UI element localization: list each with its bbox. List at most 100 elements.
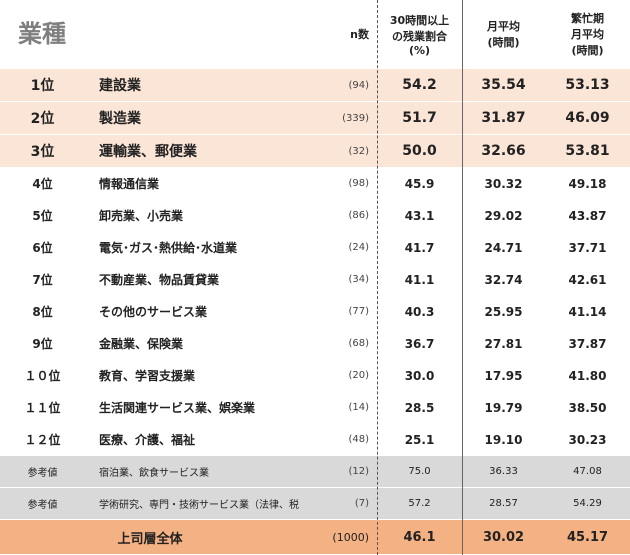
sample-size: (68)	[348, 338, 369, 349]
cell: 50.0	[402, 143, 437, 159]
cell: 25.95	[484, 304, 523, 319]
rank: 5位	[32, 209, 53, 223]
sample-size: (12)	[348, 466, 369, 477]
rank: 4位	[32, 177, 53, 191]
rank: 9位	[32, 337, 53, 351]
table-row: 2位 製造業 (339) 51.7 31.87 46.09	[0, 102, 630, 135]
industry: その他のサービス業	[99, 305, 208, 319]
col-header: 繁忙期月平均 (時間)	[545, 10, 630, 58]
header-line: (時間)	[571, 44, 604, 57]
cell: 36.7	[404, 336, 435, 351]
sample-size: (339)	[342, 112, 369, 124]
industry: 運輸業、郵便業	[99, 144, 197, 160]
industry: 金融業、保険業	[99, 337, 184, 351]
table-row: 9位 金融業、保険業 (68) 36.7 27.81 37.87	[0, 328, 630, 360]
header-line: の残業割合	[392, 29, 447, 43]
divider	[462, 0, 463, 555]
cell: 51.7	[402, 110, 437, 126]
cell: 41.1	[404, 272, 435, 287]
industry: 宿泊業、飲食サービス業	[99, 468, 209, 479]
sample-size: (77)	[348, 306, 369, 317]
table-row: 4位 情報通信業 (98) 45.9 30.32 49.18	[0, 168, 630, 200]
table-row: 8位 その他のサービス業 (77) 40.3 25.95 41.14	[0, 296, 630, 328]
cell: 35.54	[481, 77, 526, 93]
industry: 学術研究、専門・技術サービス業（法律、税	[99, 500, 299, 511]
col-header: n数	[350, 28, 369, 41]
cell: 38.50	[568, 400, 607, 415]
table-row: １２位 医療、介護、福祉 (48) 25.1 19.10 30.23	[0, 424, 630, 456]
cell: 46.09	[565, 110, 610, 126]
cell: 41.14	[568, 304, 607, 319]
cell: 47.08	[573, 466, 602, 477]
cell: 19.79	[484, 400, 523, 415]
industry: 製造業	[99, 111, 141, 127]
cell: 37.87	[568, 336, 607, 351]
table-row: 6位 電気･ガス･熱供給･水道業 (24) 41.7 24.71 37.71	[0, 232, 630, 264]
table-row: 参考値 学術研究、専門・技術サービス業（法律、税 (7) 57.2 28.57 54.29	[0, 488, 630, 520]
cell: 31.87	[481, 110, 526, 126]
sample-size: (32)	[348, 145, 369, 157]
rank: 3位	[30, 144, 55, 160]
cell: 37.71	[568, 240, 607, 255]
rank: 8位	[32, 305, 53, 319]
cell: 17.95	[484, 368, 523, 383]
cell: 28.57	[489, 498, 518, 509]
table-row: 3位 運輸業、郵便業 (32) 50.0 32.66 53.81	[0, 135, 630, 168]
cell: 49.18	[568, 176, 607, 191]
cell: 53.13	[565, 77, 610, 93]
industry: 不動産業、物品賃貸業	[99, 273, 220, 287]
title: 業種	[18, 20, 66, 48]
cell: 25.1	[404, 432, 435, 447]
cell: 41.80	[568, 368, 607, 383]
header-line: 繁忙期	[571, 12, 604, 25]
industry: 建設業	[99, 78, 141, 94]
header-line: 月平均	[571, 28, 604, 41]
sample-size: (20)	[348, 370, 369, 381]
industry: 情報通信業	[99, 177, 160, 191]
col-header: 30時間以上 の残業割合 (%)	[377, 12, 462, 57]
rank: 参考値	[27, 468, 58, 479]
sample-size: (1000)	[332, 530, 369, 544]
sample-size: (86)	[348, 210, 369, 221]
divider	[377, 0, 378, 555]
table-row: 7位 不動産業、物品賃貸業 (34) 41.1 32.74 42.61	[0, 264, 630, 296]
rank: 2位	[30, 111, 55, 127]
cell: 75.0	[408, 466, 431, 477]
sample-size: (7)	[354, 498, 369, 509]
industry: 上司層全体	[117, 531, 183, 547]
cell: 30.32	[484, 176, 523, 191]
sample-size: (94)	[348, 79, 369, 91]
cell: 41.7	[404, 240, 435, 255]
cell: 36.33	[489, 466, 518, 477]
sample-size: (24)	[348, 242, 369, 253]
industry: 医療、介護、福祉	[99, 433, 196, 447]
cell: 53.81	[565, 143, 610, 159]
cell: 19.10	[484, 432, 523, 447]
cell: 43.1	[404, 208, 435, 223]
table-row: １０位 教育、学習支援業 (20) 30.0 17.95 41.80	[0, 360, 630, 392]
cell: 46.1	[403, 529, 436, 545]
cell: 54.2	[402, 77, 437, 93]
industry: 生活関連サービス業、娯楽業	[99, 401, 256, 415]
header-line: 月平均	[487, 20, 520, 33]
table-row: 5位 卸売業、小売業 (86) 43.1 29.02 43.87	[0, 200, 630, 232]
cell: 32.74	[484, 272, 523, 287]
industry: 卸売業、小売業	[99, 209, 184, 223]
rank: １０位	[24, 369, 61, 383]
table-row: １１位 生活関連サービス業、娯楽業 (14) 28.5 19.79 38.50	[0, 392, 630, 424]
col-header: 月平均 (時間)	[462, 18, 545, 50]
total-row: 上司層全体 (1000) 46.1 30.02 45.17	[0, 520, 630, 555]
rank: 6位	[32, 241, 53, 255]
sample-size: (14)	[348, 402, 369, 413]
sample-size: (34)	[348, 274, 369, 285]
cell: 57.2	[408, 498, 431, 509]
cell: 30.23	[568, 432, 607, 447]
cell: 32.66	[481, 143, 526, 159]
rank: １１位	[24, 401, 61, 415]
industry: 教育、学習支援業	[99, 369, 196, 383]
cell: 45.17	[566, 529, 609, 545]
cell: 42.61	[568, 272, 607, 287]
header-line: 30時間以上	[389, 13, 450, 27]
cell: 28.5	[404, 400, 435, 415]
